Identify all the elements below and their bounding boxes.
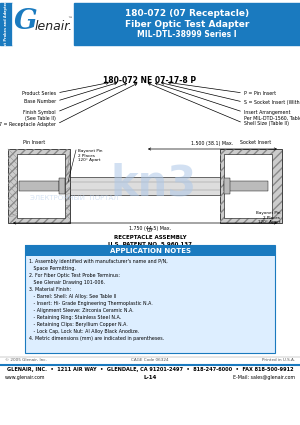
Text: L-14: L-14 xyxy=(143,375,157,380)
Text: APPLICATION NOTES: APPLICATION NOTES xyxy=(110,247,190,253)
Text: © 2005 Glenair, Inc.: © 2005 Glenair, Inc. xyxy=(5,358,47,362)
Bar xyxy=(12,3,74,45)
Text: CAGE Code 06324: CAGE Code 06324 xyxy=(131,358,169,362)
Text: 4. Metric dimensions (mm) are indicated in parentheses.: 4. Metric dimensions (mm) are indicated … xyxy=(29,336,164,341)
Bar xyxy=(224,178,230,194)
Bar xyxy=(59,178,65,194)
Text: ЭЛЕКТРОННЫЙ  ПОРТАЛ: ЭЛЕКТРОННЫЙ ПОРТАЛ xyxy=(30,195,119,201)
Text: Base Number: Base Number xyxy=(24,99,56,104)
Text: 180-072 NE 07-17-8 P: 180-072 NE 07-17-8 P xyxy=(103,76,196,85)
Text: Product Series: Product Series xyxy=(22,91,56,96)
Text: - Retaining Clips: Beryllium Copper N.A.: - Retaining Clips: Beryllium Copper N.A. xyxy=(29,322,128,327)
Bar xyxy=(224,181,268,191)
Bar xyxy=(224,154,272,218)
Text: Socket Insert: Socket Insert xyxy=(240,140,272,145)
Text: ™: ™ xyxy=(68,17,72,21)
Bar xyxy=(0,3,12,45)
Text: Per MIL-DTD-1560, Table I: Per MIL-DTD-1560, Table I xyxy=(244,116,300,121)
Bar xyxy=(220,149,282,223)
Text: Space Permitting.: Space Permitting. xyxy=(29,266,76,271)
Text: 2. For Fiber Optic Test Probe Terminus:: 2. For Fiber Optic Test Probe Terminus: xyxy=(29,273,120,278)
Text: Shell Size (Table II): Shell Size (Table II) xyxy=(244,121,289,125)
Bar xyxy=(25,245,275,256)
Text: U.S. PATENT NO. 5,960,137: U.S. PATENT NO. 5,960,137 xyxy=(108,242,192,247)
Text: www.glenair.com: www.glenair.com xyxy=(5,375,46,380)
Text: kn3: kn3 xyxy=(110,162,196,204)
Text: 180-072 (07 Receptacle): 180-072 (07 Receptacle) xyxy=(125,9,249,18)
Text: Fiber Optic Test Adapter: Fiber Optic Test Adapter xyxy=(125,20,249,28)
Bar xyxy=(220,149,282,223)
Text: See Glenair Drawing 101-006.: See Glenair Drawing 101-006. xyxy=(29,280,105,285)
Text: - Barrel: Shell: Al Alloy: See Table II: - Barrel: Shell: Al Alloy: See Table II xyxy=(29,294,116,299)
Text: (See Table II): (See Table II) xyxy=(25,116,56,121)
Text: - Lock Cap, Lock Nut: Al Alloy Black Anodize.: - Lock Cap, Lock Nut: Al Alloy Black Ano… xyxy=(29,329,139,334)
Text: G: G xyxy=(14,8,38,35)
Text: lenair.: lenair. xyxy=(35,20,73,33)
Bar xyxy=(70,177,220,195)
Text: P = Pin Insert: P = Pin Insert xyxy=(244,91,276,96)
Text: Pin Insert: Pin Insert xyxy=(23,140,45,145)
Text: Insert Arrangement: Insert Arrangement xyxy=(244,110,290,114)
Text: MIL-DTL-38999 Series I: MIL-DTL-38999 Series I xyxy=(137,30,237,39)
Bar xyxy=(0,0,300,17)
Bar xyxy=(74,3,300,45)
Bar xyxy=(8,149,70,223)
Text: - Retaining Ring: Stainless Steel N.A.: - Retaining Ring: Stainless Steel N.A. xyxy=(29,315,121,320)
Text: S = Socket Insert (With Alignment Sleeves): S = Socket Insert (With Alignment Sleeve… xyxy=(244,99,300,105)
Text: 07: 07 xyxy=(146,228,154,233)
Bar xyxy=(17,154,65,218)
Bar xyxy=(25,245,275,353)
Text: Printed in U.S.A.: Printed in U.S.A. xyxy=(262,358,295,362)
Text: GLENAIR, INC.  •  1211 AIR WAY  •  GLENDALE, CA 91201-2497  •  818-247-6000  •  : GLENAIR, INC. • 1211 AIR WAY • GLENDALE,… xyxy=(7,367,293,372)
Text: 1.500 (38.1) Max.: 1.500 (38.1) Max. xyxy=(191,141,234,146)
Text: Bayonet Pin
2 Places
120° Apart: Bayonet Pin 2 Places 120° Apart xyxy=(256,211,280,224)
Text: Finish Symbol: Finish Symbol xyxy=(23,110,56,114)
Text: 1.750 (44.5) Max.: 1.750 (44.5) Max. xyxy=(129,226,171,231)
Text: 07 = Receptacle Adapter: 07 = Receptacle Adapter xyxy=(0,122,56,127)
Text: 3. Material Finish:: 3. Material Finish: xyxy=(29,287,71,292)
Text: E-Mail: sales@glenair.com: E-Mail: sales@glenair.com xyxy=(233,375,295,380)
Text: Bayonet Pin
2 Places
120° Apart: Bayonet Pin 2 Places 120° Apart xyxy=(78,149,103,162)
Text: 1. Assembly identified with manufacturer's name and P/N,: 1. Assembly identified with manufacturer… xyxy=(29,259,168,264)
Text: Test Probes and Adapters: Test Probes and Adapters xyxy=(4,0,8,49)
Bar xyxy=(8,149,70,223)
Text: RECEPTACLE ASSEMBLY: RECEPTACLE ASSEMBLY xyxy=(114,235,186,240)
Text: - Alignment Sleeve: Zirconia Ceramic N.A.: - Alignment Sleeve: Zirconia Ceramic N.A… xyxy=(29,308,134,313)
Text: - Insert: Hi- Grade Engineering Thermoplastic N.A.: - Insert: Hi- Grade Engineering Thermopl… xyxy=(29,301,153,306)
Bar xyxy=(19,181,59,191)
